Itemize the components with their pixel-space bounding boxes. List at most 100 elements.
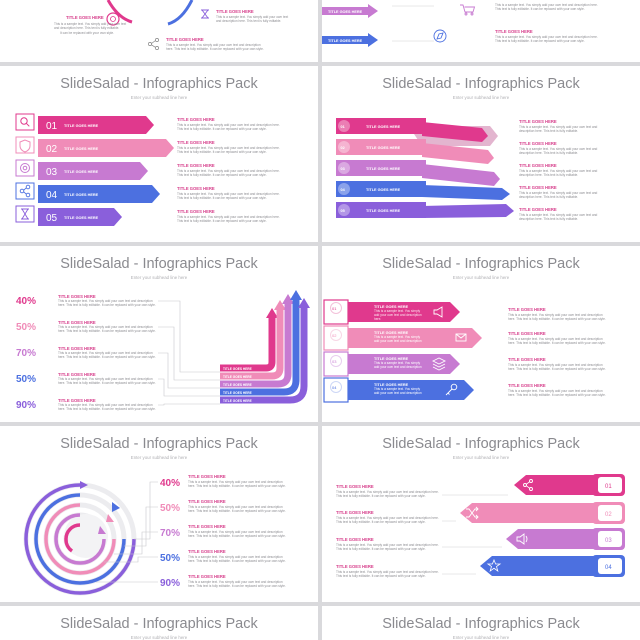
svg-text:here. This text is fully edita: here. This text is fully editable. It ca… [166,47,264,51]
svg-text:and description here. This tex: and description here. This text is fully… [216,19,281,23]
svg-text:add your own text and descript: add your own text and description [374,365,422,369]
svg-text:This is a sample text. You sim: This is a sample text. You simply add yo… [188,555,283,559]
svg-text:here. This text is fully edita: here. This text is fully editable. It ca… [508,341,606,345]
svg-text:This is a sample text. You sim: This is a sample text. You simply add yo… [58,325,153,329]
item_title: TITLE GOES HERE [508,307,546,312]
ribbon-arrows-graphic: 01 TITLE GOES HERE 02 TITLE GOES HERE 03… [336,118,598,221]
svg-text:description here. This text is: description here. This text is fully edi… [519,129,578,133]
item_title: TITLE GOES HERE [374,305,409,309]
svg-text:here. This text is fully edita: here. This text is fully editable. It ca… [58,407,156,411]
svg-text:This is a sample text. You sim: This is a sample text. You simply add yo… [54,22,126,26]
item_title: TITLE GOES HERE [58,398,96,403]
item_title: TITLE GOES HERE [519,141,557,146]
shield-icon [19,139,31,153]
item_title: TITLE GOES HERE [223,399,252,403]
item_title: TITLE GOES HERE [519,119,557,124]
network-icon [148,38,159,50]
svg-text:description here. This text is: description here. This text is fully edi… [519,195,578,199]
item_title: TITLE GOES HERE [177,140,215,145]
item_title: TITLE GOES HERE [177,209,215,214]
svg-text:This is a sample text. You sim: This is a sample text. You simply add yo… [58,403,153,407]
svg-text:This is a sample text. You sim: This is a sample text. You simply add yo… [495,3,598,7]
item_title: TITLE GOES HERE [508,383,546,388]
svg-text:This is a sample text. You sim: This is a sample text. You simply add yo… [519,147,598,151]
item_title: TITLE GOES HERE [58,294,96,299]
svg-text:This is a sample text. You sim: This is a sample text. You simply add yo… [336,543,439,547]
svg-text:This text is fully editable. I: This text is fully editable. It can be r… [336,520,426,524]
slide-subtitle: Enter your subhead line here [130,635,188,640]
hourglass-icon [21,208,29,220]
item_title: TITLE GOES HERE [519,163,557,168]
target-icon [20,163,30,173]
svg-text:This text is fully editable. I: This text is fully editable. It can be r… [336,574,426,578]
item_title: TITLE GOES HERE [519,207,557,212]
network-icon [19,184,31,198]
percentages-2: 70% [160,528,180,539]
svg-text:This is a sample text. You sim: This is a sample text. You simply add yo… [336,570,439,574]
svg-text:This is a sample text. You sim: This is a sample text. You simply add yo… [166,43,261,47]
svg-text:here. This text is fully edita: here. This text is fully editable. It ca… [188,559,286,563]
svg-text:This is a sample text. You sim: This is a sample text. You simply add yo… [177,215,280,219]
item_title: TITLE GOES HERE [336,564,374,569]
mail-icon [455,333,467,342]
svg-text:This is a sample text. You sim: This is a sample text. You simply add yo… [188,480,283,484]
numbers-3: 04 [332,385,337,390]
item_title: TITLE GOES HERE [64,170,99,174]
slide-bottom-right[interactable]: SlideSalad - Infographics Pack Enter you… [322,606,640,640]
slide-numbered-arrows[interactable]: SlideSalad - Infographics Pack Enter you… [0,66,318,242]
layers-icon [431,357,447,371]
numbers-0: 01 [332,306,337,311]
numbers-2: 03 [46,167,58,178]
svg-text:here. This text is fully edita: here. This text is fully editable. It ca… [508,367,606,371]
item_title: TITLE GOES HERE [223,383,252,387]
numbers-2: 03 [341,167,345,171]
percentages-2: 70% [16,348,36,359]
numbers-0: 01 [605,484,612,490]
item_title: TITLE GOES HERE [223,391,252,395]
slide-tag-boxes[interactable]: SlideSalad - Infographics Pack Enter you… [322,246,640,422]
svg-text:This is a sample text. You sim: This is a sample text. You simply add yo… [177,146,280,150]
svg-text:This is a sample text. You sim: This is a sample text. You simply add yo… [519,169,598,173]
title-item: TITLE GOES HERE [216,9,254,14]
left-arrows-graphic: TITLE GOES HERE This is a sample text. Y… [336,474,625,578]
item_title: TITLE GOES HERE [188,474,226,479]
item_title: TITLE GOES HERE [58,346,96,351]
megaphone-icon [433,306,443,318]
svg-text:add your own text and descript: add your own text and description [374,391,422,395]
svg-text:This text is fully editable. I: This text is fully editable. It can be r… [336,494,426,498]
slide-title: SlideSalad - Infographics Pack [382,256,580,272]
svg-text:This is a sample text. You sim: This is a sample text. You simply add yo… [508,389,603,393]
slide-bottom-left[interactable]: SlideSalad - Infographics Pack Enter you… [0,606,318,640]
svg-text:description here. This text is: description here. This text is fully edi… [519,173,578,177]
svg-text:This is a sample text. You sim: This is a sample text. You simply add yo… [188,580,283,584]
slide-concentric-arcs[interactable]: SlideSalad - Infographics Pack Enter you… [0,426,318,602]
svg-text:This is a sample text. You sim: This is a sample text. You simply add yo… [177,169,280,173]
slide-percent-curves[interactable]: SlideSalad - Infographics Pack Enter you… [0,246,318,422]
slide-ribbon-arrows[interactable]: SlideSalad - Infographics Pack Enter you… [322,66,640,242]
item_title: TITLE GOES HERE [64,216,99,220]
slide-subtitle: Enter your subhead line here [130,455,188,460]
slide-top-left[interactable]: TITLE GOES HERE This is a sample text. Y… [0,0,318,62]
item_title: TITLE GOES HERE [374,331,409,335]
item_title: TITLE GOES HERE [64,193,99,197]
svg-text:This is a sample text. You sim: This is a sample text. You simply add yo… [519,213,598,217]
slide-top-right[interactable]: TITLE GOES HERE TITLE GOES HERE This is … [322,0,640,62]
svg-text:description here. This text is: description here. This text is fully edi… [519,151,578,155]
slide-subtitle: Enter your subhead line here [452,635,510,640]
svg-text:This is a sample text. You sim: This is a sample text. You simply add yo… [519,125,598,129]
slide-title: SlideSalad - Infographics Pack [60,616,258,632]
item_title: TITLE GOES HERE [177,163,215,168]
slide-title: SlideSalad - Infographics Pack [382,616,580,632]
percent-curves-graphic: 40% 50% 70% 50% 90% TITLE GOES HERE This… [16,290,310,411]
item_title: TITLE GOES HERE [374,383,409,387]
svg-text:This is a sample text. You sim: This is a sample text. You simply add yo… [336,490,439,494]
slide-left-arrows[interactable]: SlideSalad - Infographics Pack Enter you… [322,426,640,602]
slide-top-left-graphic: TITLE GOES HERE This is a sample text. Y… [54,0,288,51]
compass-icon [433,29,447,43]
numbers-0: 01 [341,125,345,129]
percentages-4: 90% [160,578,180,589]
svg-text:This text is fully editable. I: This text is fully editable. It can be r… [177,196,267,200]
svg-text:This is a sample text. You sim: This is a sample text. You simply [374,387,420,391]
svg-text:This is a sample text. You sim: This is a sample text. You simply add yo… [58,299,153,303]
slide-subtitle: Enter your subhead line here [452,95,510,100]
